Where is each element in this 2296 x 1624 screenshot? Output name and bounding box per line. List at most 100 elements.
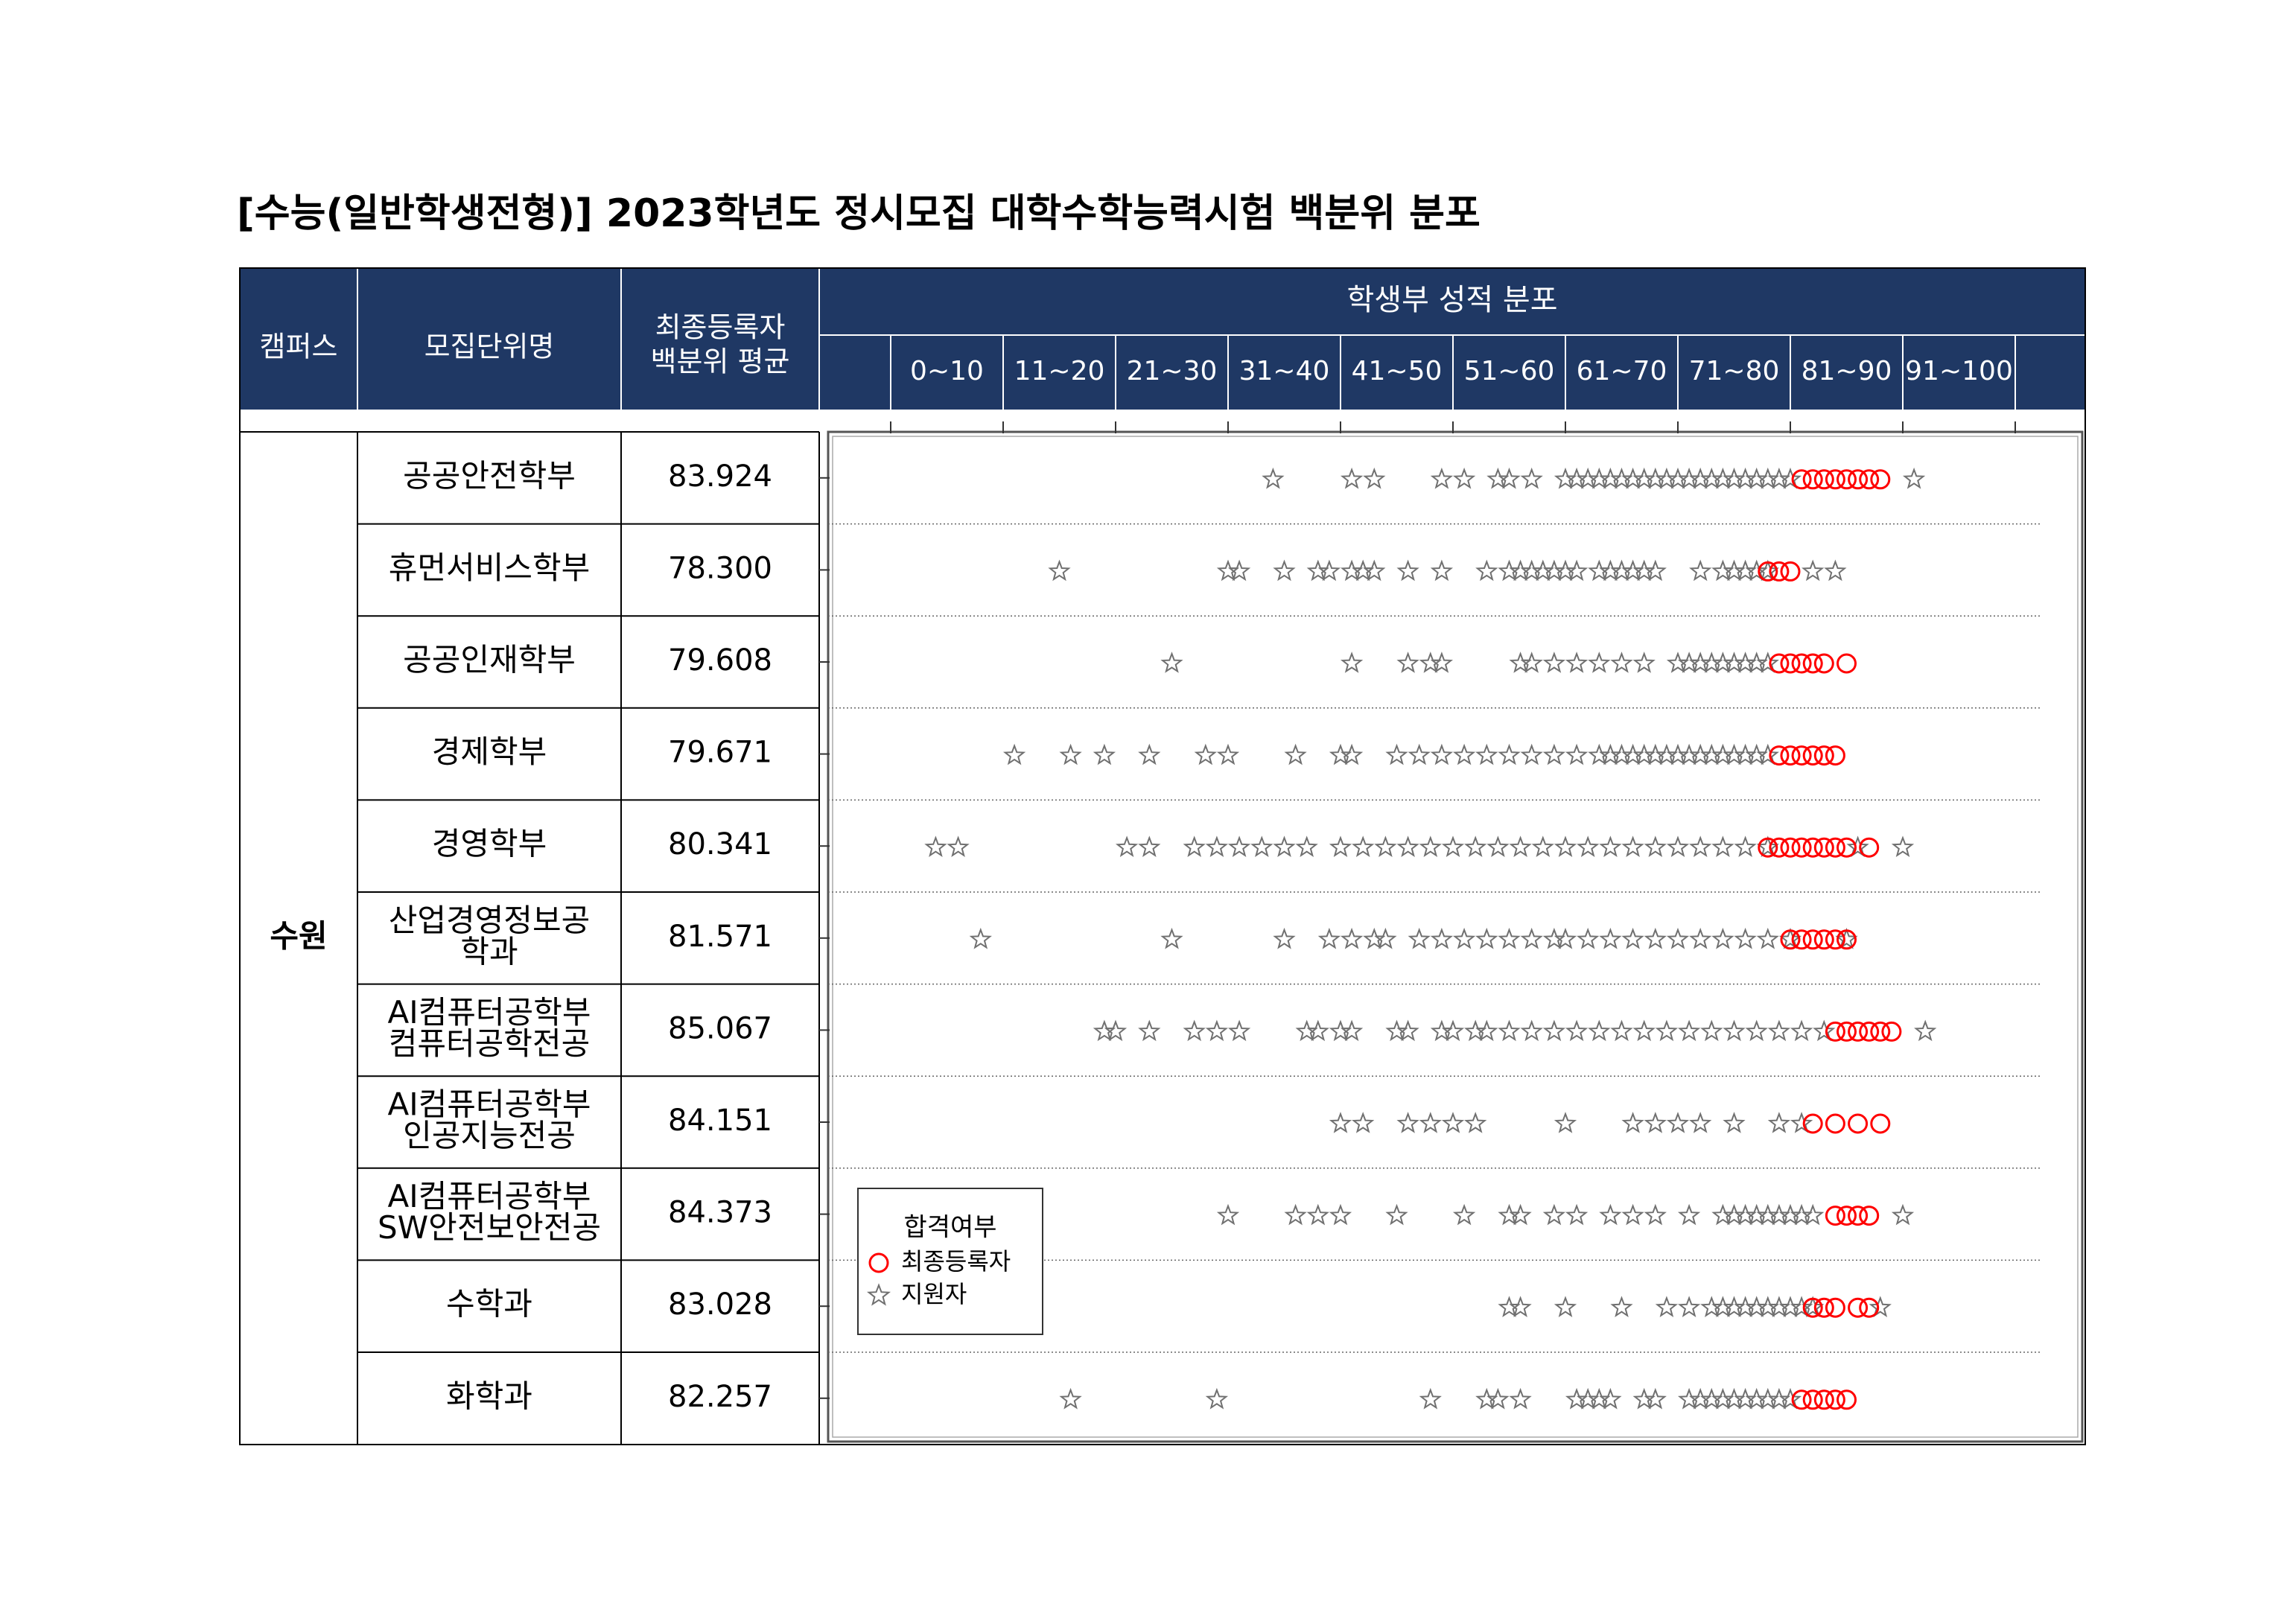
star-point [1183,1019,1206,1042]
unit-name: 수학과 [446,1286,532,1322]
star-point [1655,1019,1679,1042]
circle-point [1802,745,1823,766]
star-point [1216,1203,1240,1226]
star-point [1329,1203,1352,1226]
star-point [1498,467,1521,489]
star-point [1869,1296,1892,1317]
star-point [1385,1203,1408,1226]
star-point [1396,559,1419,582]
star-point [1138,743,1161,765]
star-point [1441,1019,1465,1042]
star-point [969,927,992,949]
circle-point [1859,1206,1880,1226]
star-point [1430,927,1454,949]
star-point [1801,1296,1825,1317]
star-point [1295,835,1318,857]
campus-cell: 수원 [270,918,327,955]
unit-name: 공공안전학부 [403,457,576,494]
unit-name: 인공지능전공 [403,1118,576,1154]
star-point [1509,835,1532,857]
star-point [1610,652,1633,673]
star-point [1767,1112,1791,1133]
star-point [1452,743,1476,765]
star-point [1441,1112,1465,1133]
circle-point [1837,653,1857,674]
star-point [1599,927,1622,949]
star-point [1205,1019,1229,1042]
star-point [1644,835,1667,857]
circle-point [1825,469,1845,490]
bin-label: 0~10 [910,356,984,386]
star-point [1227,835,1251,857]
circle-point [1791,469,1812,490]
circle-point [1825,1206,1845,1226]
star-point [1689,559,1712,582]
circle-point [1848,1113,1869,1134]
star-point [1486,1387,1510,1410]
circle-point [1825,1113,1845,1134]
star-point [1689,1112,1712,1133]
circle-point [1848,1206,1869,1226]
star-point [1419,1387,1442,1410]
circle-point [1780,561,1801,582]
star-point [1542,652,1566,673]
unit-name: 화학과 [446,1378,532,1414]
star-point [1273,835,1296,857]
star-point [1464,835,1487,857]
star-point [1352,835,1375,857]
circle-point [1791,745,1812,766]
header-avg: 최종등록자 [655,311,786,344]
star-point [1452,467,1476,489]
bin-label: 11~20 [1014,356,1105,386]
circle-point [1780,745,1801,766]
star-point [1734,835,1757,857]
star-point [1778,1387,1802,1410]
circle-point [1837,837,1857,858]
star-point [1565,1019,1589,1042]
legend-title: 합격여부 [903,1213,996,1243]
unit-name: SW안전보안전공 [378,1209,601,1246]
avg-value: 81.571 [668,920,772,954]
star-point [1329,835,1352,857]
star-point [1756,743,1779,765]
star-point [1396,1112,1419,1133]
star-point [1621,1203,1644,1226]
star-point [1396,1019,1419,1042]
star-point [1419,835,1442,857]
star-point [1250,835,1273,857]
star-point [1801,1203,1825,1226]
circle-point [1813,929,1834,950]
star-point [1644,559,1667,582]
star-point [1205,835,1229,857]
circle-point [1791,653,1812,674]
star-point [1801,559,1825,582]
star-point [1599,1203,1622,1226]
star-point [1340,743,1364,765]
star-point [1486,835,1510,857]
star-point [1520,1019,1543,1042]
star-point [1216,743,1240,765]
star-point [1677,1019,1701,1042]
circle-point [1848,469,1869,490]
star-point [1577,927,1600,949]
star-point [1498,927,1521,949]
star-point [1734,927,1757,949]
star-point [1284,1203,1307,1226]
star-point [1317,927,1341,949]
bin-label: 91~100 [1905,356,2013,386]
star-point [1554,835,1577,857]
star-point [1902,467,1926,489]
star-point [1700,1019,1723,1042]
star-point [1677,1203,1701,1226]
star-point [1160,652,1183,673]
circle-point [1769,561,1790,582]
star-point [1194,743,1217,765]
star-point [1531,835,1554,857]
circle-point [1825,1297,1845,1318]
circle-point [1813,745,1834,766]
star-point [1329,1112,1352,1133]
header-avg: 백분위 평균 [651,346,790,378]
star-point [1666,835,1690,857]
star-point [1227,559,1251,582]
star-point [1644,1387,1667,1410]
